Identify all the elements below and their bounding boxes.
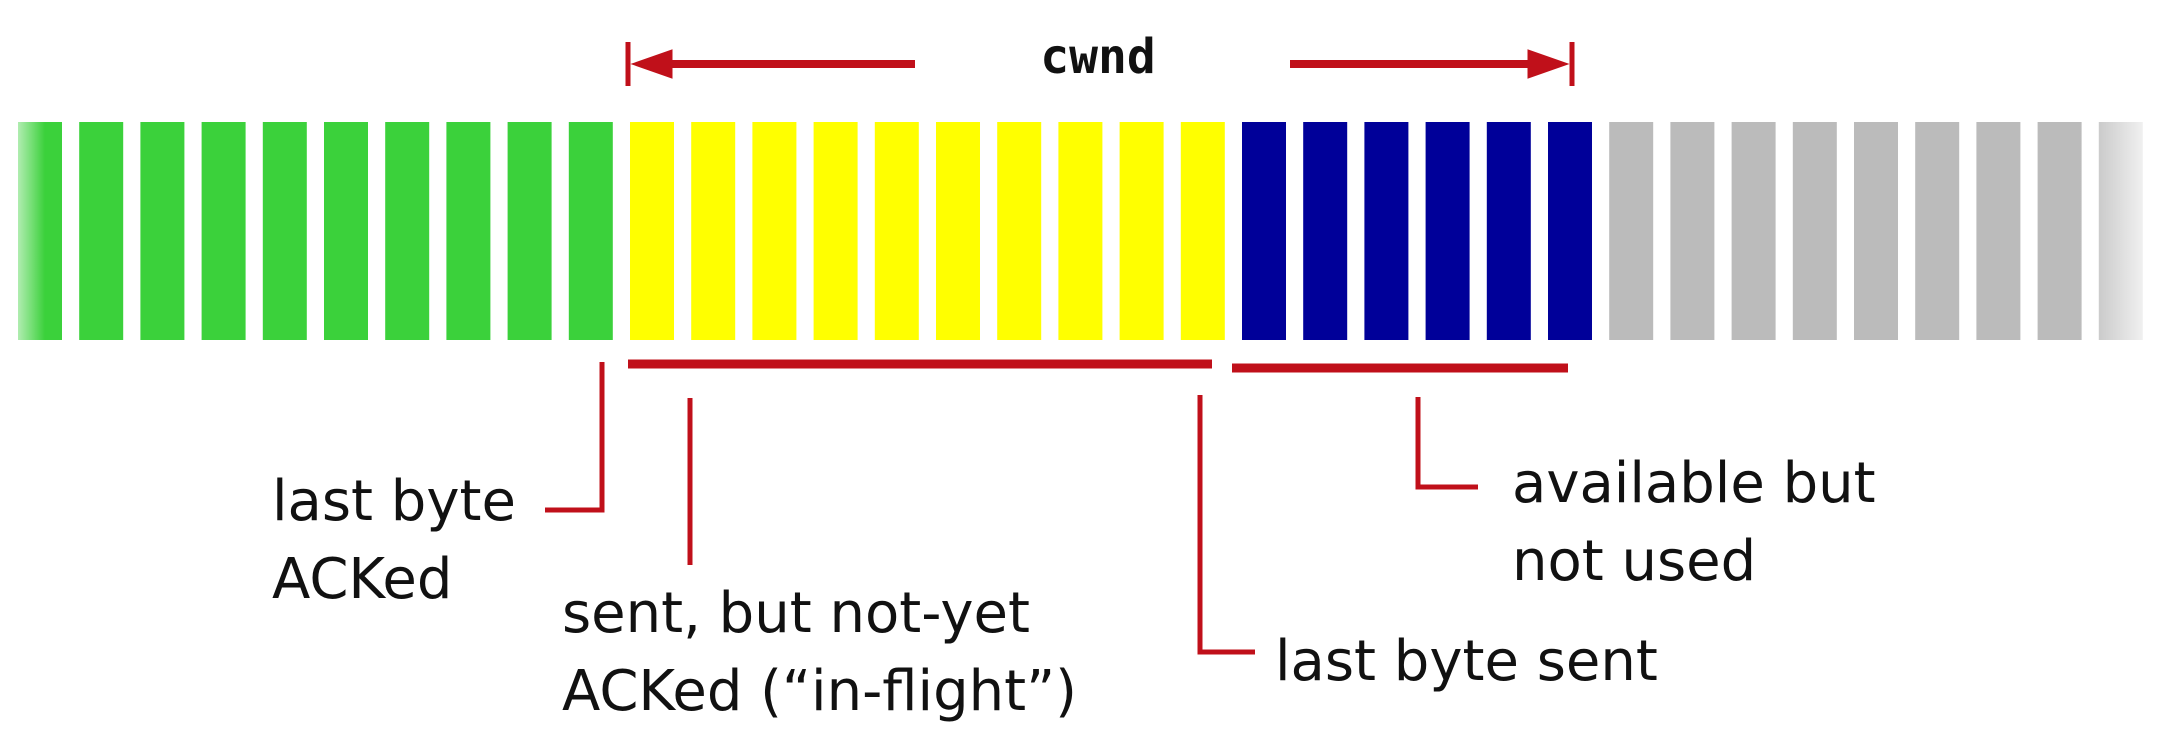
available-segment <box>1486 122 1531 340</box>
left-edge-fade <box>0 118 45 343</box>
available-leader <box>1415 397 1478 490</box>
available-segment <box>1303 122 1348 340</box>
last-byte-acked-line-1: last byte <box>272 469 516 534</box>
cwnd-label: cwnd <box>1040 29 1156 85</box>
byte-segment-strip <box>18 122 2143 340</box>
in-flight-line-2: ACKed (“in-flight”) <box>562 659 1077 724</box>
in-flight-segment <box>936 122 980 340</box>
unusable-segment <box>1609 122 1654 340</box>
unusable-segment <box>2037 122 2082 340</box>
in-flight-segment <box>997 122 1042 340</box>
in-flight-segment <box>813 122 858 340</box>
acked-segment <box>568 122 613 340</box>
available-label: available but not used <box>1512 451 1893 594</box>
in-flight-segment <box>1058 122 1103 340</box>
last-byte-acked-line-2: ACKed <box>272 547 452 612</box>
acked-segment <box>324 122 368 340</box>
last-byte-sent-label: last byte sent <box>1275 629 1658 694</box>
unusable-segment <box>1670 122 1715 340</box>
unusable-segment <box>1792 122 1837 340</box>
acked-segment <box>79 122 124 340</box>
cwnd-left-arrowhead <box>630 49 673 79</box>
last-byte-acked-leader <box>545 362 605 513</box>
last-byte-sent-leader <box>1197 395 1255 655</box>
in-flight-segment <box>630 122 674 340</box>
available-segment <box>1425 122 1470 340</box>
available-line-2: not used <box>1512 529 1756 594</box>
cwnd-right-arrowhead <box>1527 49 1570 79</box>
acked-segment <box>262 122 307 340</box>
unusable-segment <box>1731 122 1776 340</box>
in-flight-segment <box>691 122 736 340</box>
acked-segment <box>140 122 185 340</box>
cwnd-arrow <box>625 42 1575 86</box>
unusable-segment <box>1854 122 1898 340</box>
in-flight-segment <box>752 122 797 340</box>
last-byte-acked-label: last byte ACKed <box>272 469 534 612</box>
in-flight-label: sent, but not-yet ACKed (“in-flight”) <box>562 581 1077 724</box>
available-line-1: available but <box>1512 451 1876 516</box>
available-segment <box>1548 122 1592 340</box>
in-flight-segment <box>1119 122 1164 340</box>
in-flight-segment <box>1180 122 1225 340</box>
right-edge-fade <box>2080 118 2160 343</box>
acked-segment <box>507 122 552 340</box>
acked-segment <box>201 122 246 340</box>
unusable-segment <box>1915 122 1960 340</box>
unusable-segment <box>1976 122 2021 340</box>
available-segment <box>1242 122 1286 340</box>
in-flight-line-1: sent, but not-yet <box>562 581 1030 646</box>
available-segment <box>1364 122 1409 340</box>
in-flight-segment <box>874 122 919 340</box>
acked-segment <box>385 122 430 340</box>
acked-segment <box>446 122 491 340</box>
